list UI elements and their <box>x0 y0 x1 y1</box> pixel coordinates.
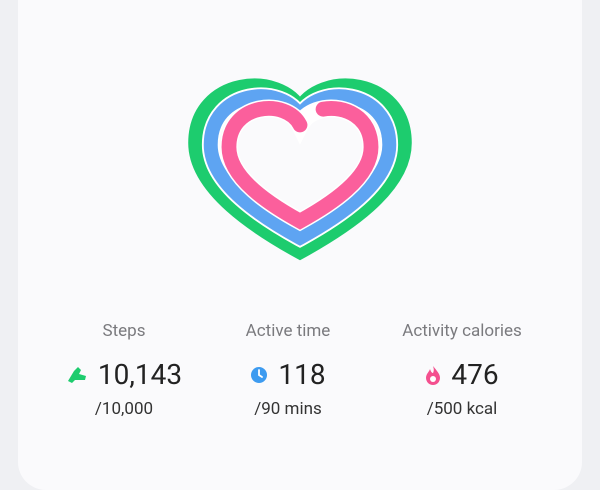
metric-value: 476 <box>451 358 499 391</box>
metric-goal: /500 kcal <box>426 399 498 419</box>
value-row: 476 <box>362 357 562 393</box>
value-row: 10,143 <box>24 357 224 393</box>
metric-label: Steps <box>102 321 146 341</box>
metric-label: Active time <box>245 321 331 341</box>
calories-metric: Activity calories 476 /500 kcal <box>362 318 562 420</box>
steps-metric: Steps 10,143 /10,000 <box>24 318 224 420</box>
flame-icon <box>426 366 441 385</box>
calories-ring <box>229 108 371 221</box>
metric-value: 118 <box>278 358 326 391</box>
metric-value: 10,143 <box>97 358 183 391</box>
steps-icon <box>67 367 86 383</box>
clock-icon <box>251 367 268 383</box>
metric-label: Activity calories <box>402 321 522 341</box>
value-row: 118 <box>188 357 388 393</box>
active-time-metric: Active time 118 /90 mins <box>188 318 388 420</box>
metric-goal: /10,000 <box>94 399 154 419</box>
activity-heart <box>0 0 600 450</box>
metric-goal: /90 mins <box>254 399 322 419</box>
